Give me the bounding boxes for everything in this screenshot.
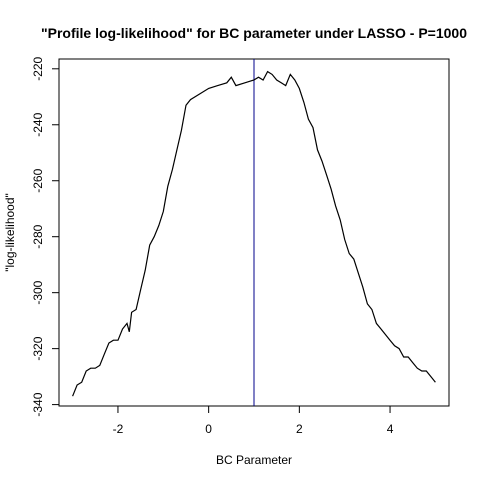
x-tick-label: 2	[296, 422, 303, 436]
y-tick-label: -240	[31, 112, 45, 136]
y-tick-label: -320	[31, 336, 45, 360]
y-axis: -340 -320 -300 -280 -260 -240 -220	[31, 56, 60, 417]
x-tick-label: 4	[387, 422, 394, 436]
series-line	[72, 70, 436, 397]
chart-title: "Profile log-likelihood" for BC paramete…	[41, 25, 467, 41]
y-tick-label: -280	[31, 224, 45, 248]
y-tick-label: -340	[31, 392, 45, 416]
y-tick-label: -300	[31, 280, 45, 304]
x-tick-label: 0	[205, 422, 212, 436]
y-axis-label: "log-likelihood"	[3, 193, 17, 272]
x-axis-label: BC Parameter	[216, 453, 292, 467]
x-tick-label: -2	[113, 422, 124, 436]
y-tick-label: -260	[31, 168, 45, 192]
x-axis: -2 0 2 4	[113, 405, 394, 436]
y-tick-label: -220	[31, 56, 45, 80]
